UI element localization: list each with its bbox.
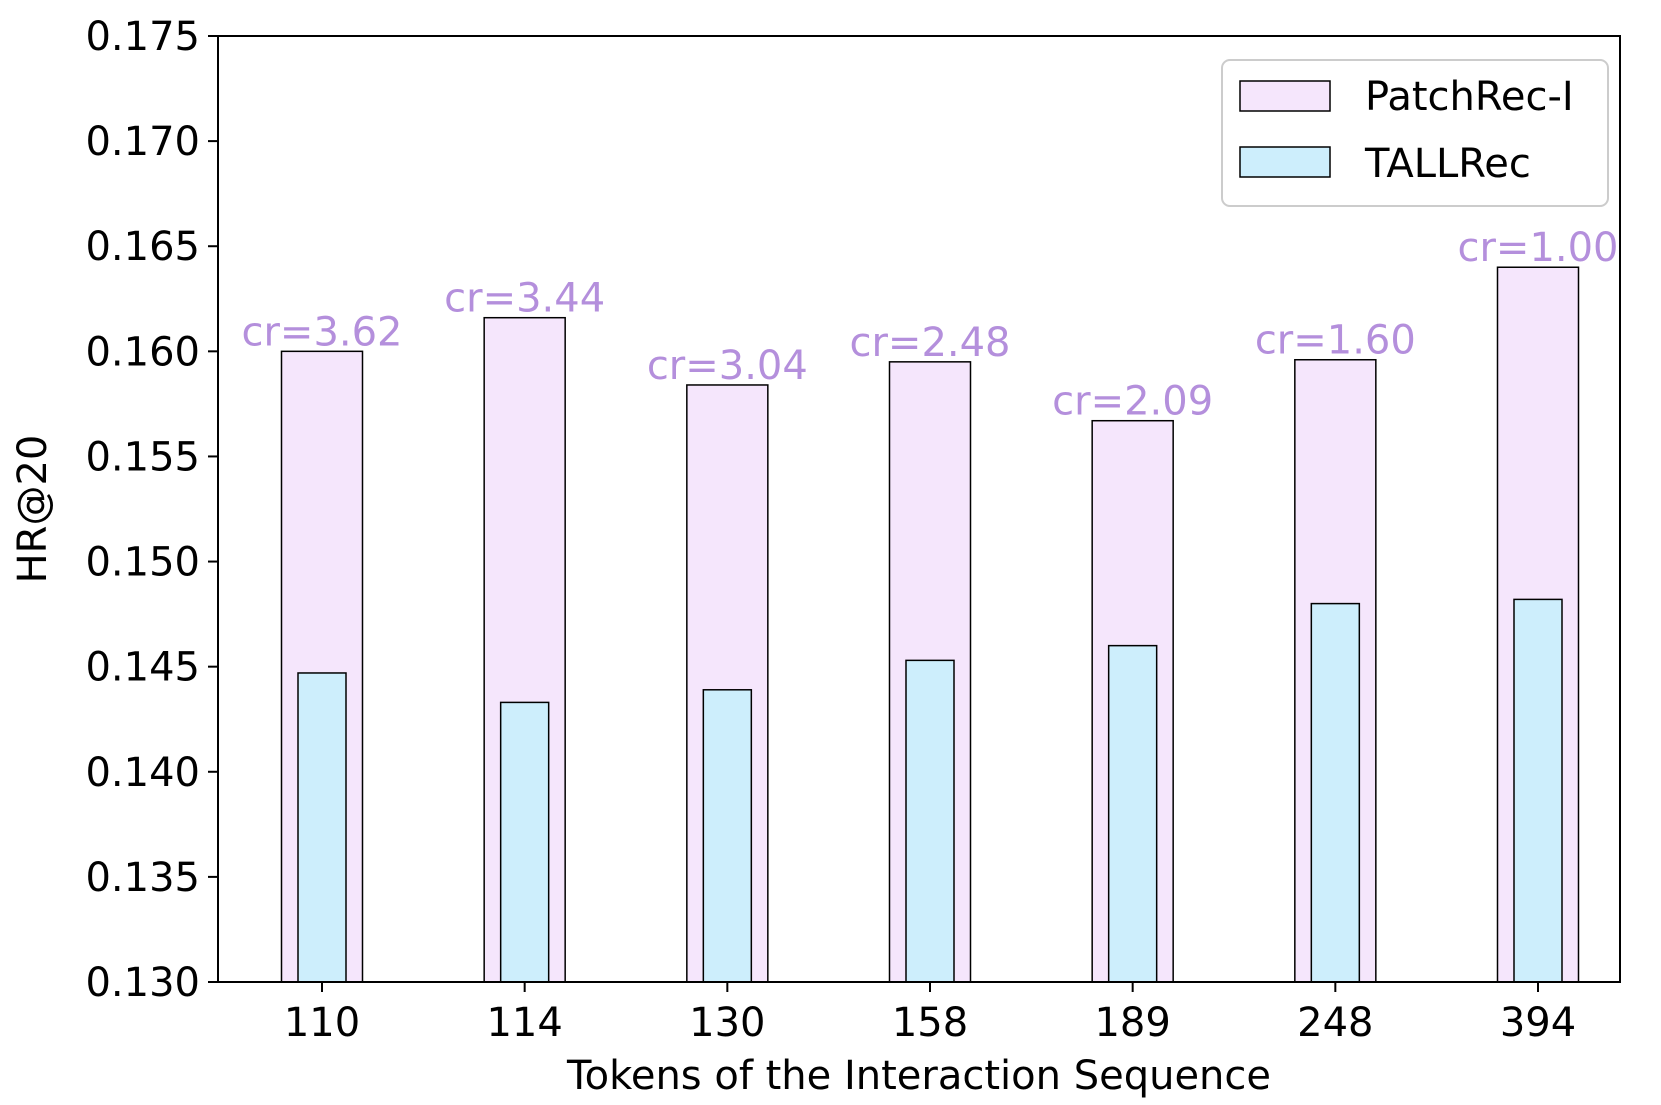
bar-tallrec-110: [297, 672, 347, 983]
annotation-114: cr=3.44: [444, 276, 605, 322]
x-tick-label-158: 158: [892, 1000, 968, 1046]
bar-tallrec-158: [905, 659, 955, 983]
annotation-158: cr=2.48: [849, 320, 1010, 366]
legend-label-tallrec: TALLRec: [1364, 141, 1531, 187]
bar-patchrec-130: [686, 384, 769, 983]
annotations-layer: cr=3.62 cr=3.44 cr=3.04 cr=2.48 cr=2.09 cr=1.…: [241, 225, 1618, 424]
annotation-394: cr=1.00: [1457, 225, 1618, 271]
annotation-130: cr=3.04: [647, 343, 808, 389]
y-tick-label-0.135: 0.135: [85, 855, 200, 901]
y-tick-label-0.145: 0.145: [85, 645, 200, 691]
annotation-189: cr=2.09: [1052, 379, 1213, 425]
x-tick-label-248: 248: [1297, 1000, 1373, 1046]
legend-label-patchrec: PatchRec-I: [1365, 74, 1574, 120]
legend: PatchRec-I TALLRec: [1221, 59, 1609, 207]
y-tick-label-0.160: 0.160: [85, 329, 200, 375]
x-axis-label: Tokens of the Interaction Sequence: [566, 1053, 1271, 1099]
legend-swatch-tallrec: [1239, 146, 1331, 178]
y-tick-label-0.140: 0.140: [85, 750, 200, 796]
annotation-110: cr=3.62: [241, 309, 402, 355]
x-tick-label-114: 114: [486, 1000, 562, 1046]
x-tick-label-130: 130: [689, 1000, 765, 1046]
annotation-248: cr=1.60: [1255, 318, 1416, 364]
bar-tallrec-189: [1107, 644, 1158, 983]
y-axis: 0.130 0.135 0.140 0.145 0.150 0.155 0.160 0.165…: [85, 14, 218, 1006]
y-axis-label: HR@20: [10, 435, 56, 584]
x-tick-label-110: 110: [284, 1000, 360, 1046]
bar-tallrec-248: [1310, 602, 1361, 983]
y-tick-label-0.150: 0.150: [85, 540, 200, 586]
y-tick-label-0.175: 0.175: [85, 14, 200, 60]
y-tick-label-0.130: 0.130: [85, 960, 200, 1006]
y-tick-label-0.155: 0.155: [85, 434, 200, 480]
plot-frame: [217, 35, 1621, 983]
bars-layer: [280, 266, 1580, 983]
bar-tallrec-114: [499, 701, 550, 983]
bar-tallrec-394: [1513, 598, 1563, 983]
bar-tallrec-130: [702, 689, 753, 983]
x-axis: 110 114 130 158 189 248 394: [284, 982, 1576, 1046]
x-tick-label-394: 394: [1500, 1000, 1576, 1046]
y-tick-label-0.165: 0.165: [85, 224, 200, 270]
x-tick-label-189: 189: [1094, 1000, 1170, 1046]
legend-swatch-patchrec: [1239, 80, 1331, 112]
y-tick-label-0.170: 0.170: [85, 119, 200, 165]
